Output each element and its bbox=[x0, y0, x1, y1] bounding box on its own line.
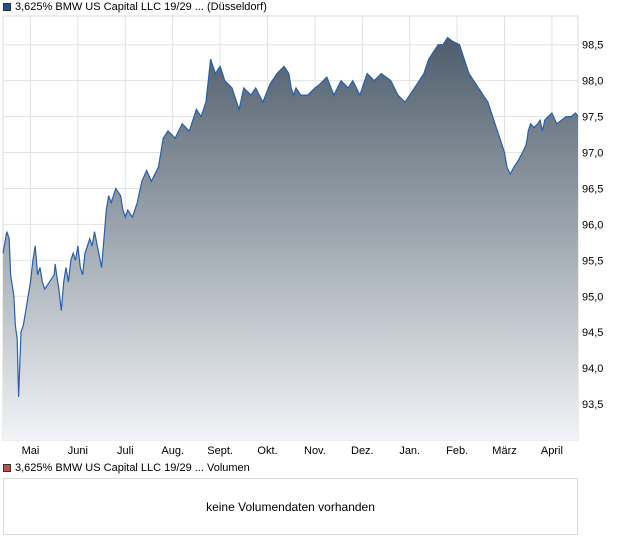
price-chart: 93,5 94,0 94,5 95,0 95,5 96,0 96,5 97,0 97,5 98,0… bbox=[2, 15, 603, 457]
price-legend-label: 3,625% BMW US Capital LLC 19/29 ... (Düs… bbox=[15, 1, 267, 13]
volume-panel: keine Volumendaten vorhanden bbox=[3, 478, 578, 535]
y-tick-label: 96,0 bbox=[582, 219, 603, 231]
y-tick-label: 98,5 bbox=[582, 40, 603, 52]
x-tick-label: Jan. bbox=[399, 445, 420, 457]
volume-legend-swatch bbox=[3, 464, 11, 472]
x-tick-label: April bbox=[541, 445, 563, 457]
y-axis-tick-labels: 93,5 94,0 94,5 95,0 95,5 96,0 96,5 97,0 97,5 98,0… bbox=[582, 40, 603, 411]
price-area-fill bbox=[3, 37, 578, 440]
x-tick-label: Okt. bbox=[257, 445, 277, 457]
y-tick-label: 93,5 bbox=[582, 399, 603, 411]
x-axis-tick-labels: Mai Juni Juli Aug. Sept. Okt. Nov. Dez. Jan. Feb.… bbox=[22, 445, 563, 457]
volume-legend: 3,625% BMW US Capital LLC 19/29 ... Volu… bbox=[3, 461, 250, 475]
x-tick-label: Dez. bbox=[351, 445, 374, 457]
y-tick-label: 94,0 bbox=[582, 363, 603, 375]
y-tick-label: 98,0 bbox=[582, 76, 603, 88]
x-tick-label: März bbox=[492, 445, 516, 457]
x-tick-label: Juni bbox=[68, 445, 88, 457]
x-tick-label: Aug. bbox=[161, 445, 184, 457]
y-tick-label: 97,0 bbox=[582, 148, 603, 160]
x-tick-label: Nov. bbox=[304, 445, 326, 457]
y-tick-label: 95,5 bbox=[582, 255, 603, 267]
price-line bbox=[2, 36, 579, 397]
y-tick-label: 96,5 bbox=[582, 183, 603, 195]
y-tick-label: 95,0 bbox=[582, 291, 603, 303]
price-legend: 3,625% BMW US Capital LLC 19/29 ... (Düs… bbox=[3, 0, 267, 14]
y-tick-label: 94,5 bbox=[582, 327, 603, 339]
y-tick-label: 97,5 bbox=[582, 112, 603, 124]
volume-legend-label: 3,625% BMW US Capital LLC 19/29 ... Volu… bbox=[15, 462, 250, 474]
x-tick-label: Feb. bbox=[446, 445, 468, 457]
x-tick-label: Mai bbox=[22, 445, 40, 457]
x-tick-label: Juli bbox=[117, 445, 134, 457]
no-volume-message: keine Volumendaten vorhanden bbox=[206, 499, 375, 514]
x-tick-label: Sept. bbox=[207, 445, 233, 457]
price-legend-swatch bbox=[3, 3, 11, 11]
